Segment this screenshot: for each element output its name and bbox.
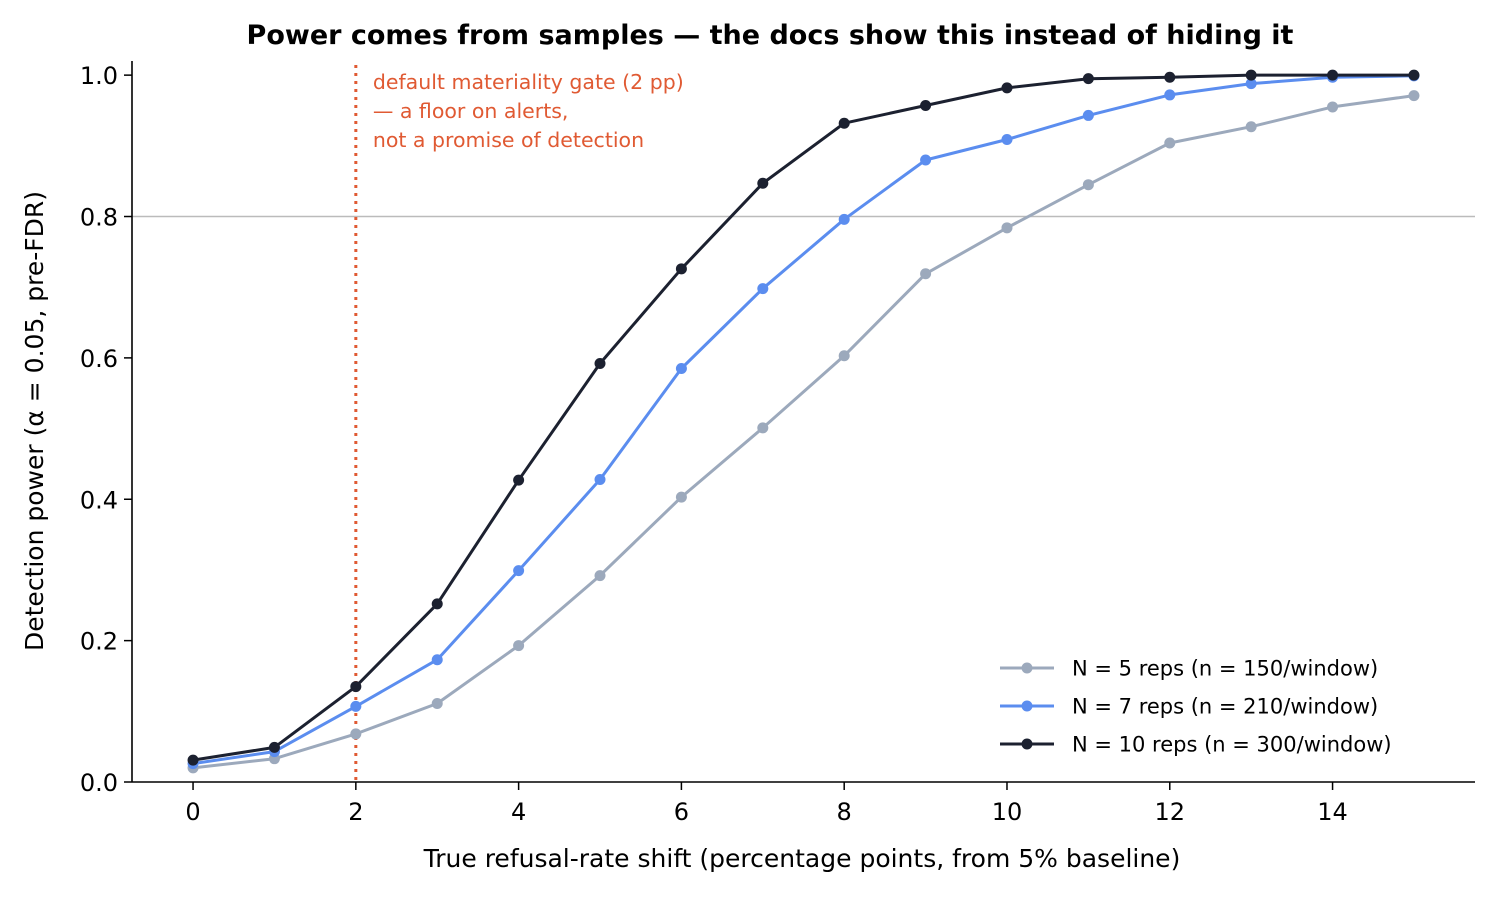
y-axis-label: Detection power (α = 0.05, pre-FDR) [20, 191, 49, 651]
series-1 [187, 90, 1420, 774]
y-tick-label: 1.0 [80, 62, 118, 90]
legend: N = 5 reps (n = 150/window) N = 7 reps (n… [1000, 657, 1392, 757]
legend-item: N = 10 reps (n = 300/window) [1000, 733, 1392, 757]
y-tick-label: 0.6 [80, 345, 118, 373]
data-point [594, 473, 606, 485]
series-line [191, 94, 1416, 770]
x-tick-label: 8 [837, 798, 852, 826]
y-tick-label: 0.2 [80, 628, 118, 656]
data-point [920, 154, 932, 166]
y-tick-label: 0.0 [80, 769, 118, 797]
data-point [1327, 101, 1339, 113]
data-point [920, 268, 932, 280]
data-point [1408, 90, 1420, 102]
data-point [757, 283, 769, 295]
series-layer [187, 69, 1420, 774]
data-point [513, 474, 525, 486]
data-point [513, 640, 525, 652]
x-axis-label: True refusal-rate shift (percentage poin… [423, 844, 1181, 873]
data-point [431, 598, 443, 610]
data-point [513, 565, 525, 577]
series-line [191, 73, 1416, 762]
y-ticks: 0.0 0.2 0.4 0.6 0.8 1.0 [80, 62, 132, 797]
x-ticks: 0 2 4 6 8 10 12 14 [185, 782, 1348, 826]
data-point [1001, 222, 1013, 234]
data-point [757, 422, 769, 434]
data-point [1001, 133, 1013, 145]
data-point [838, 213, 850, 225]
legend-label: N = 10 reps (n = 300/window) [1072, 733, 1392, 757]
data-point [675, 263, 687, 275]
data-point [350, 681, 362, 693]
x-tick-label: 6 [674, 798, 689, 826]
data-point [675, 491, 687, 503]
legend-swatch-marker [1021, 662, 1033, 674]
data-point [350, 728, 362, 740]
x-tick-label: 0 [185, 798, 200, 826]
legend-label: N = 5 reps (n = 150/window) [1072, 657, 1378, 681]
x-tick-label: 4 [511, 798, 526, 826]
x-tick-label: 14 [1317, 798, 1348, 826]
annotation-line: default materiality gate (2 pp) [373, 70, 684, 94]
legend-swatch-marker [1021, 700, 1033, 712]
data-point [838, 350, 850, 362]
data-point [1082, 73, 1094, 85]
legend-label: N = 7 reps (n = 210/window) [1072, 695, 1378, 719]
annotation-line: — a floor on alerts, [373, 99, 569, 123]
reference-lines [132, 65, 1475, 782]
data-point [1245, 69, 1257, 81]
data-point [1082, 179, 1094, 191]
y-tick-label: 0.4 [80, 486, 118, 514]
data-point [1245, 121, 1257, 133]
data-point [268, 741, 280, 753]
annotation-line: not a promise of detection [373, 128, 644, 152]
series-line [191, 74, 1416, 766]
x-tick-label: 12 [1154, 798, 1185, 826]
series-3 [187, 69, 1420, 766]
data-point [594, 570, 606, 582]
chart-title: Power comes from samples — the docs show… [247, 20, 1294, 51]
data-point [1001, 82, 1013, 94]
data-point [757, 177, 769, 189]
data-point [1245, 78, 1257, 90]
data-point [1164, 89, 1176, 101]
data-point [675, 362, 687, 374]
data-point [1408, 69, 1420, 81]
data-point [838, 117, 850, 129]
y-tick-label: 0.8 [80, 204, 118, 232]
data-point [1082, 109, 1094, 121]
legend-item: N = 7 reps (n = 210/window) [1000, 695, 1378, 719]
data-point [594, 358, 606, 370]
data-point [187, 754, 199, 766]
data-point [431, 698, 443, 710]
data-point [431, 654, 443, 666]
data-point [1164, 71, 1176, 83]
data-point [1164, 137, 1176, 149]
data-point [1327, 69, 1339, 81]
data-point [350, 700, 362, 712]
data-point [920, 100, 932, 112]
x-tick-label: 10 [992, 798, 1023, 826]
legend-item: N = 5 reps (n = 150/window) [1000, 657, 1378, 681]
legend-swatch-marker [1021, 738, 1033, 750]
x-tick-label: 2 [348, 798, 363, 826]
gate-annotation: default materiality gate (2 pp) — a floor… [373, 70, 684, 152]
